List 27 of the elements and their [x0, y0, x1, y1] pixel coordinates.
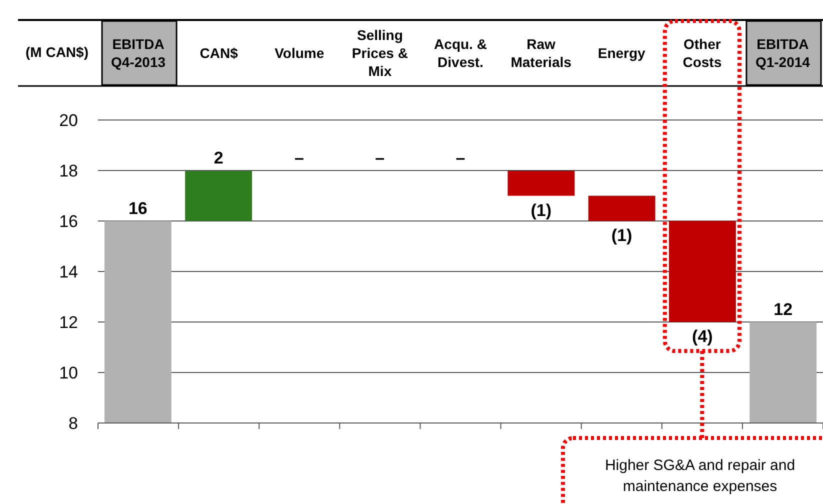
x-tick-label: Raw Materials	[510, 36, 572, 70]
y-tick-label: 16	[59, 212, 78, 231]
x-tick-label: Acqu. & Divest.	[434, 36, 487, 70]
data-label: (4)	[692, 327, 713, 346]
y-axis-title: (M CAN$)	[26, 44, 88, 60]
data-label: (1)	[611, 226, 632, 245]
y-tick-label: 10	[59, 364, 78, 382]
text: –	[456, 148, 466, 168]
data-label: 12	[774, 300, 793, 319]
x-tick-label: CAN$	[200, 45, 238, 61]
y-tick-label: 12	[59, 313, 78, 332]
y-tick-label: 8	[68, 414, 78, 433]
y-tick-label: 20	[59, 111, 78, 130]
data-label: 2	[214, 148, 224, 168]
text: –	[375, 148, 385, 168]
x-tick-label: EBITDA Q1-2014	[755, 36, 810, 70]
x-tick-label: Other Costs	[682, 36, 722, 70]
text: Higher SG&A and repair and maintenance expenses	[604, 457, 796, 495]
data-label: (1)	[530, 200, 552, 220]
y-tick-label: 14	[59, 262, 78, 282]
data-label: 16	[128, 199, 148, 218]
x-tick-label: EBITDA Q4-2013	[111, 36, 166, 70]
x-tick-label: Selling Prices & Mix	[352, 27, 408, 79]
x-tick-label: Volume	[274, 45, 324, 61]
y-tick-label: 18	[59, 162, 78, 180]
x-tick-label: Energy	[598, 45, 646, 61]
text: –	[294, 148, 304, 168]
